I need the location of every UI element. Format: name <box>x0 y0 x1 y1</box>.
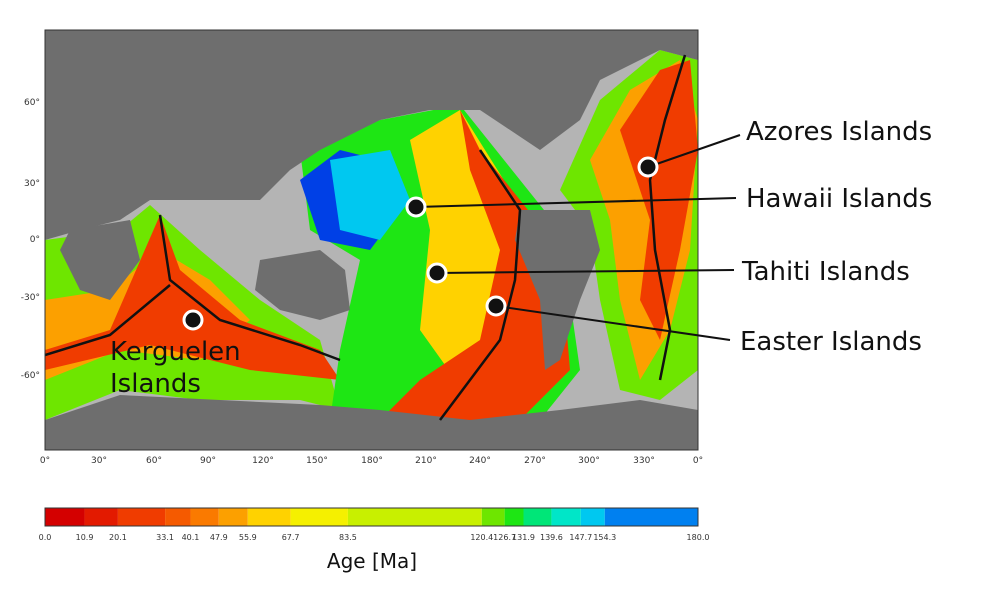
colorbar-tick-label: 33.1 <box>156 533 174 542</box>
lon-tick: 180° <box>361 456 383 466</box>
colorbar-segment <box>347 508 482 526</box>
latitude-ticks: 60° 30° 0° -30° -60° <box>21 98 40 381</box>
easter-label: Easter Islands <box>740 327 922 357</box>
colorbar-tick-label: 20.1 <box>109 533 127 542</box>
lon-tick: 30° <box>91 456 107 466</box>
hotspot-azores: Azores Islands <box>637 117 932 178</box>
colorbar-tick-label: 10.9 <box>76 533 94 542</box>
colorbar-tick-label: 126.7 <box>493 533 516 542</box>
lon-tick: 60° <box>146 456 162 466</box>
lon-tick: 0° <box>693 456 703 466</box>
antarctica-landmass <box>45 395 698 450</box>
colorbar-tick-label: 120.4 <box>470 533 493 542</box>
lat-tick: 0° <box>30 235 40 245</box>
colorbar-segment <box>551 508 581 526</box>
colorbar-segment <box>247 508 291 526</box>
pacific-ocean-old <box>330 150 410 240</box>
colorbar-segment <box>290 508 348 526</box>
australia-landmass <box>255 250 350 320</box>
hotspot-hawaii: Hawaii Islands <box>405 184 932 218</box>
colorbar-segment <box>45 508 85 526</box>
colorbar-tick-label: 40.1 <box>182 533 200 542</box>
hawaii-arrow <box>415 197 737 208</box>
colorbar-title: Age [Ma] <box>327 549 417 573</box>
southwest-indian-ridge <box>45 284 171 357</box>
colorbar-segment <box>165 508 191 526</box>
indian-ridge <box>158 214 341 362</box>
lon-tick: 270° <box>524 456 546 466</box>
hawaii-label: Hawaii Islands <box>746 184 932 214</box>
colorbar-tick-label: 180.0 <box>687 533 710 542</box>
colorbar-segment <box>84 508 118 526</box>
azores-marker <box>637 156 659 178</box>
colorbar-segment <box>580 508 605 526</box>
colorbar-segment <box>604 508 698 526</box>
lon-tick: 150° <box>306 456 328 466</box>
colorbar-tick-label: 154.3 <box>593 533 616 542</box>
hotspot-kerguelen: Kerguelen Islands <box>110 309 241 399</box>
tahiti-marker <box>426 262 448 284</box>
pacific-ridge-zone <box>380 110 570 440</box>
lon-tick: 90° <box>200 456 216 466</box>
kerguelen-label-line2: Islands <box>110 369 201 399</box>
east-pacific-rise <box>439 149 522 421</box>
tahiti-label: Tahiti Islands <box>741 257 910 287</box>
colorbar-segment <box>190 508 219 526</box>
colorbar-segment <box>218 508 248 526</box>
mid-atlantic-ridge <box>648 54 687 381</box>
azores-arrow <box>647 134 741 168</box>
colorbar-tick-label: 83.5 <box>339 533 357 542</box>
colorbar-segment <box>481 508 505 526</box>
map-content <box>45 30 698 450</box>
map-frame <box>44 29 699 451</box>
colorbar-tick-label: 139.6 <box>540 533 563 542</box>
lat-tick: 60° <box>24 98 40 108</box>
tahiti-arrow <box>436 269 735 274</box>
colorbar-tick-label: 55.9 <box>239 533 257 542</box>
colorbar-segment <box>117 508 166 526</box>
hotspot-tahiti: Tahiti Islands <box>426 257 910 287</box>
hotspot-easter: Easter Islands <box>485 295 922 357</box>
lat-tick: -60° <box>21 371 40 381</box>
eurasia-landmass <box>45 30 698 240</box>
colorbar-tick-label: 0.0 <box>39 533 52 542</box>
kerguelen-label-line1: Kerguelen <box>110 337 241 367</box>
colorbar-frame <box>44 507 699 527</box>
colorbar-segment <box>504 508 524 526</box>
colorbar-segment <box>523 508 552 526</box>
hawaii-marker <box>405 196 427 218</box>
lon-tick: 300° <box>578 456 600 466</box>
lon-tick: 330° <box>633 456 655 466</box>
lat-tick: -30° <box>21 293 40 303</box>
lon-tick: 210° <box>415 456 437 466</box>
easter-marker <box>485 295 507 317</box>
colorbar-tick-label: 131.9 <box>512 533 535 542</box>
easter-arrow <box>495 305 731 341</box>
age-colorbar: 0.0 10.9 20.1 33.1 40.1 47.9 55.9 67.7 83.5 120.4… <box>39 507 710 542</box>
kerguelen-marker <box>182 309 204 331</box>
azores-label: Azores Islands <box>746 117 932 147</box>
lat-tick: 30° <box>24 179 40 189</box>
africa-landmass <box>60 220 140 300</box>
lon-tick: 240° <box>469 456 491 466</box>
colorbar-tick-label: 147.7 <box>569 533 592 542</box>
colorbar-tick-label: 67.7 <box>282 533 300 542</box>
longitude-ticks: 0° 30° 60° 90° 120° 150° 180° 210° 240° … <box>40 456 703 466</box>
south-america-landmass <box>515 210 600 370</box>
lon-tick: 0° <box>40 456 50 466</box>
colorbar-tick-label: 47.9 <box>210 533 228 542</box>
lon-tick: 120° <box>252 456 274 466</box>
